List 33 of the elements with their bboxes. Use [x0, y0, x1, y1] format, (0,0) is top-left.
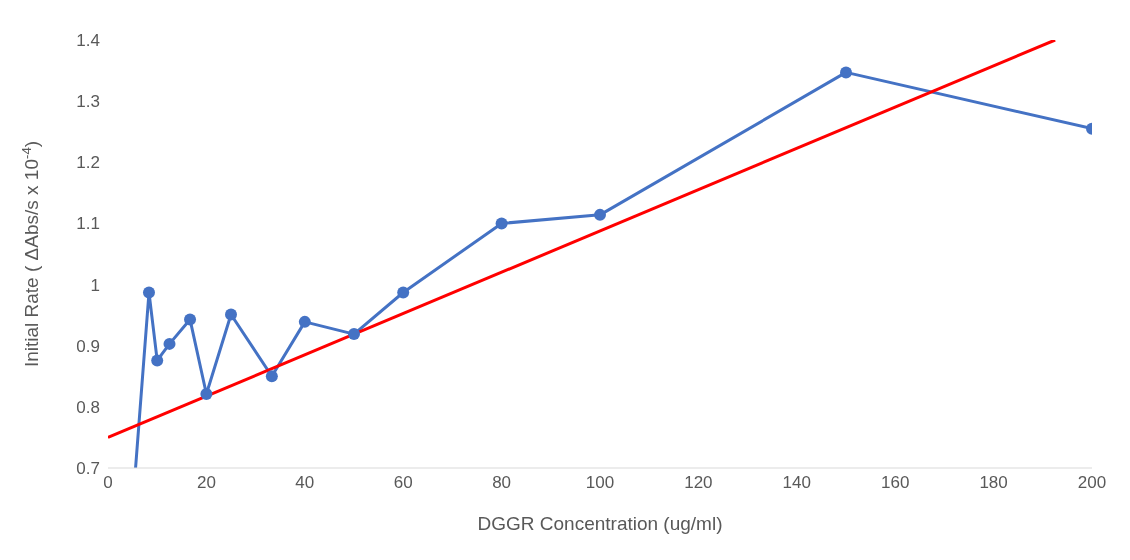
x-tick-label: 40 [295, 473, 315, 493]
x-tick-label: 200 [1077, 473, 1107, 493]
point [348, 328, 360, 341]
x-tick-label: 180 [979, 473, 1008, 493]
point [298, 315, 311, 328]
y-tick-label: 1.2 [76, 153, 100, 173]
y-tick-label: 0.9 [76, 336, 100, 356]
x-tick-label: 20 [196, 473, 216, 493]
x-tick-label: 60 [393, 473, 413, 493]
x-tick-label: 0 [103, 473, 113, 493]
point [151, 354, 164, 367]
y-tick-label: 0.7 [76, 459, 100, 479]
y-tick-label: 1 [90, 275, 100, 295]
y-tick-label: 1.4 [76, 31, 100, 51]
x-tick-label: 120 [684, 473, 713, 493]
point [184, 313, 197, 326]
y-tick-label: 1.1 [76, 214, 100, 234]
point [495, 217, 508, 230]
x-tick-label: 140 [782, 473, 811, 493]
point [265, 370, 278, 383]
point [594, 208, 606, 221]
point [225, 308, 237, 321]
point [397, 286, 410, 299]
x-tick-label: 100 [585, 473, 615, 493]
point [142, 286, 155, 299]
y-tick-label: 1.3 [76, 92, 100, 112]
point [200, 388, 213, 401]
point [840, 66, 852, 79]
x-axis-title: DGGR Concentration (ug/ml) [477, 513, 723, 534]
y-tick-label: 0.8 [76, 397, 100, 417]
x-tick-label: 80 [492, 473, 512, 493]
point [163, 337, 176, 350]
x-tick-label: 160 [881, 473, 910, 493]
